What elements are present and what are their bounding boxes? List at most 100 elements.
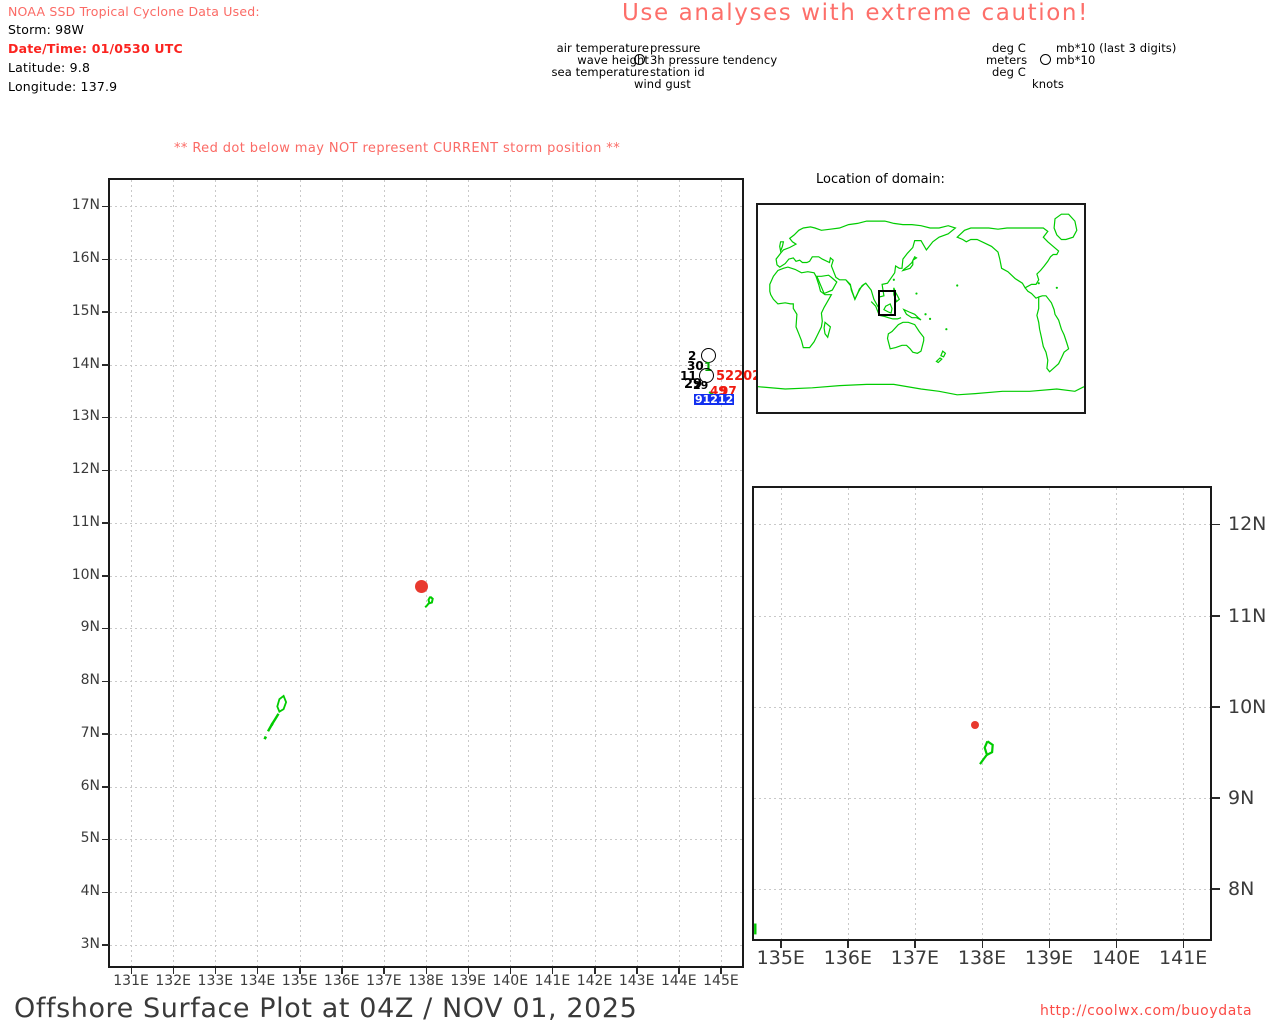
gridline-horizontal [754,888,1210,890]
main-map-panel[interactable]: 2 30 1 11 52202 29 29 49 97 91212 [108,178,761,968]
gridline-horizontal [754,706,1210,708]
zoom-y-tick-mark [1212,615,1220,617]
gridline-vertical [299,180,301,966]
station-circle-icon-1 [701,348,716,363]
y-tick-label: 3N [80,935,100,952]
x-tick-label: 135E [281,973,318,989]
zoom-map-panel[interactable] [752,486,1212,941]
gridline-horizontal [110,311,742,313]
gridline-horizontal [754,797,1210,799]
x-tick-label: 132E [155,973,191,989]
station-circle-icon-2 [699,368,714,383]
gridline-horizontal [754,615,1210,617]
x-tick-label: 145E [703,973,739,989]
gridline-vertical [780,488,782,939]
gridline-vertical [173,180,175,966]
station-wave-1: 1 [704,360,713,374]
gridline-horizontal [110,628,742,630]
gridline-horizontal [110,892,742,894]
gridline-vertical [510,180,512,966]
legend-wave-height: wave height [577,53,649,67]
gridline-horizontal [110,417,742,419]
gridline-horizontal [110,364,742,366]
y-tick-mark [102,522,109,524]
gridline-horizontal [110,259,742,261]
zoom-map-gridlines [754,488,1210,939]
y-tick-mark [102,311,109,313]
gridline-horizontal [110,944,742,946]
y-tick-mark [102,416,109,419]
main-map-gridlines [110,180,742,966]
zoom-y-tick-label: 9N [1228,786,1255,809]
open-circle-icon-units [1040,54,1051,65]
y-tick-mark [102,680,109,683]
x-tick-label: 138E [408,973,444,989]
x-tick-label: 140E [492,973,529,989]
x-tick-label: 131E [113,973,149,989]
y-tick-mark [102,838,109,841]
gridline-vertical [341,180,343,966]
station-air-temp-1: 2 [688,349,697,363]
y-tick-mark [102,364,109,366]
y-tick-label: 17N [71,197,100,214]
zoom-x-tick-label: 137E [890,947,940,969]
legend-pressure: pressure [650,41,701,55]
gridline-vertical [468,180,470,966]
locator-title: Location of domain: [816,172,945,187]
zoom-storm-position-dot[interactable] [971,720,980,729]
units-deg-c-air: deg C [992,41,1026,55]
legend-3h-pressure-tendency: 3h pressure tendency [650,53,778,67]
station-dewpoint-1: 29 [684,377,703,392]
x-tick-mark [636,968,638,974]
gridline-vertical [636,180,638,966]
zoom-x-tick-mark [981,941,983,948]
legend-symbol-block: air temperature wave height sea temperat… [524,41,824,96]
zoom-x-tick-label: 140E [1091,947,1141,969]
storm-position-dot[interactable] [415,579,429,593]
x-tick-mark [256,968,259,974]
y-tick-label: 5N [80,830,100,847]
y-tick-mark [102,733,109,735]
x-tick-label: 144E [661,973,697,989]
y-tick-label: 6N [80,777,100,794]
gridline-horizontal [110,470,742,472]
gridline-vertical [847,488,849,939]
gridline-vertical [215,180,217,966]
gridline-vertical [594,180,596,966]
open-circle-icon [634,54,645,65]
gridline-vertical [1116,488,1118,939]
gridline-horizontal [110,575,742,577]
zoom-y-tick-mark [1212,523,1220,526]
zoom-x-tick-mark [1115,941,1118,948]
gridline-vertical [982,488,983,939]
legend-sea-temperature: sea temperature [551,65,649,79]
y-tick-mark [102,627,109,630]
gridline-vertical [257,180,259,966]
locator-world-map[interactable] [756,203,1086,414]
y-tick-mark [102,205,109,208]
station-plot-cluster[interactable]: 2 30 1 11 52202 29 29 49 97 91212 [680,348,761,410]
domain-box [878,290,896,316]
source-url[interactable]: http://coolwx.com/buoydata [1040,1003,1253,1019]
gridline-horizontal [110,839,742,841]
gridline-vertical [1183,488,1185,939]
gridline-horizontal [110,206,742,208]
units-deg-c-sea: deg C [992,65,1026,79]
x-tick-label: 133E [197,973,234,989]
y-tick-label: 12N [71,461,100,478]
y-tick-mark [102,469,109,472]
zoom-x-tick-label: 135E [756,947,805,969]
station-air-temp-2: 11 [680,369,697,383]
gridline-vertical [552,180,554,966]
legend-air-temperature: air temperature [556,41,649,55]
zoom-x-tick-label: 138E [957,947,1007,969]
red-dot-warning: ** Red dot below may NOT represent CURRE… [174,141,621,156]
legend-station-id: station id [650,65,705,79]
x-tick-mark [467,968,470,974]
station-sea-temp-1: 30 [687,359,704,373]
zoom-y-tick-mark [1212,797,1220,799]
zoom-map-coastlines [754,740,994,935]
units-meters: meters [986,53,1028,67]
y-tick-mark [102,575,109,577]
zoom-x-tick-mark [847,941,849,948]
